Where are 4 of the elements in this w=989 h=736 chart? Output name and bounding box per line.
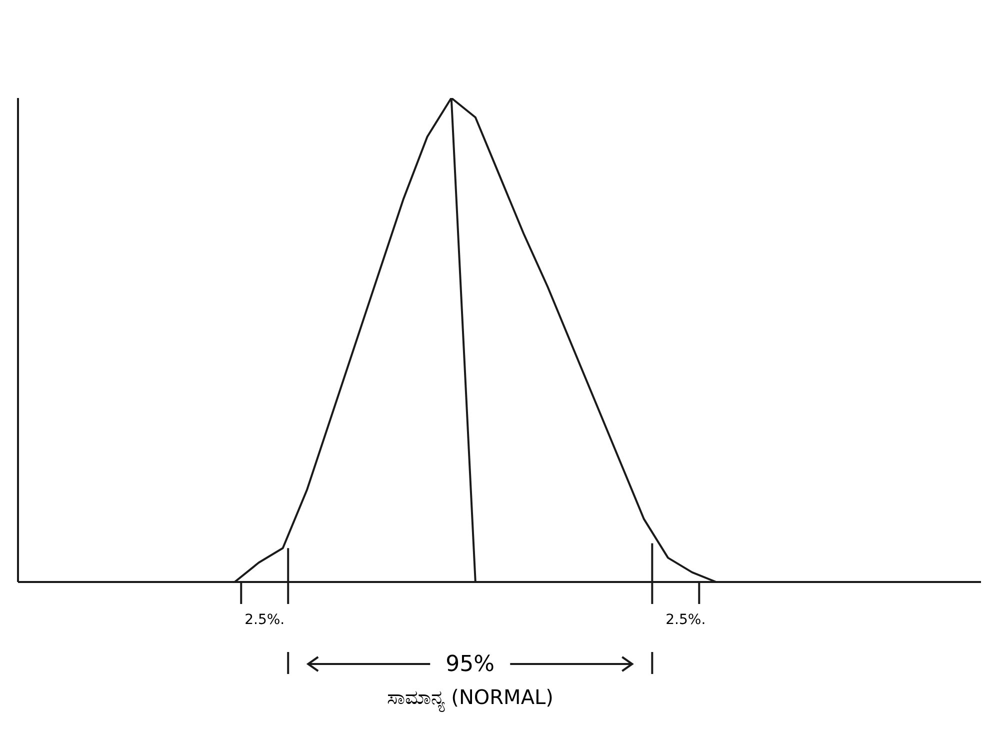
text: ಸಾಮಾನ್ಯ (NORMAL) xyxy=(386,685,554,712)
text: 95% xyxy=(446,652,495,677)
text: 2.5%. xyxy=(244,612,285,628)
text: 2.5%. xyxy=(666,612,706,628)
